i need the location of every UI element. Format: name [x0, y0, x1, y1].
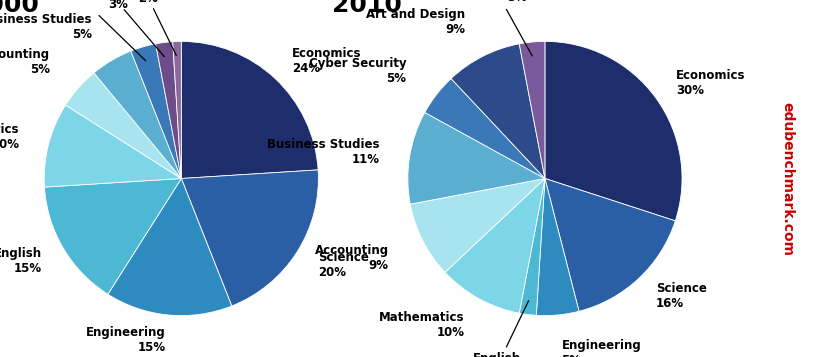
Wedge shape — [108, 178, 232, 316]
Text: 2000: 2000 — [0, 0, 38, 17]
Text: Cyber Security
3%: Cyber Security 3% — [31, 0, 146, 61]
Wedge shape — [536, 178, 579, 316]
Wedge shape — [408, 112, 545, 204]
Text: Engineering
15%: Engineering 15% — [86, 326, 166, 353]
Text: Mathematics
10%: Mathematics 10% — [0, 123, 20, 151]
Wedge shape — [451, 44, 545, 178]
Wedge shape — [44, 105, 181, 187]
Text: 2010: 2010 — [332, 0, 402, 17]
Wedge shape — [181, 170, 318, 306]
Text: Mandarin
1%: Mandarin 1% — [113, 0, 176, 55]
Wedge shape — [445, 178, 545, 313]
Text: Mathematics
10%: Mathematics 10% — [379, 311, 464, 339]
Text: Economics
24%: Economics 24% — [292, 46, 361, 75]
Text: Art and Design
2%: Art and Design 2% — [59, 0, 164, 57]
Wedge shape — [519, 41, 545, 178]
Wedge shape — [65, 73, 181, 178]
Text: Accounting
5%: Accounting 5% — [0, 49, 50, 76]
Wedge shape — [156, 42, 181, 178]
Wedge shape — [173, 41, 181, 178]
Wedge shape — [545, 178, 676, 311]
Wedge shape — [519, 178, 545, 315]
Text: Economics
30%: Economics 30% — [676, 69, 745, 97]
Text: edubenchmark.com: edubenchmark.com — [780, 101, 795, 256]
Text: Art and Design
9%: Art and Design 9% — [366, 8, 465, 36]
Wedge shape — [94, 51, 181, 178]
Wedge shape — [181, 41, 318, 178]
Text: Science
20%: Science 20% — [318, 251, 369, 279]
Wedge shape — [425, 79, 545, 178]
Text: Mandarin
3%: Mandarin 3% — [464, 0, 532, 56]
Text: Science
16%: Science 16% — [656, 282, 707, 311]
Wedge shape — [410, 178, 545, 272]
Text: English
15%: English 15% — [0, 247, 42, 275]
Text: Business Studies
5%: Business Studies 5% — [0, 14, 92, 41]
Text: Accounting
9%: Accounting 9% — [314, 244, 388, 272]
Text: Engineering
5%: Engineering 5% — [561, 339, 641, 357]
Text: Cyber Security
5%: Cyber Security 5% — [308, 57, 406, 85]
Wedge shape — [131, 44, 181, 178]
Text: English
2%: English 2% — [473, 301, 529, 357]
Wedge shape — [45, 178, 181, 294]
Wedge shape — [545, 41, 682, 221]
Text: Business Studies
11%: Business Studies 11% — [268, 138, 379, 166]
